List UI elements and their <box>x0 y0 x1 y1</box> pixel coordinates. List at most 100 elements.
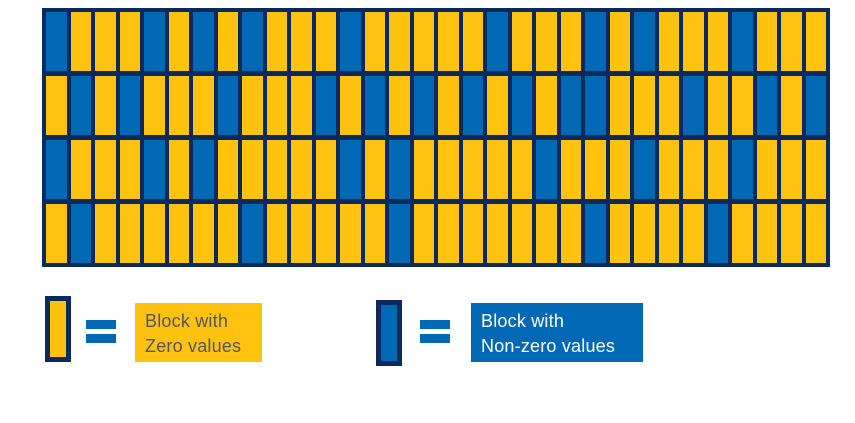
zero-block-cell <box>119 12 140 71</box>
zero-block-cell <box>438 204 459 263</box>
nonzero-block-cell <box>585 204 606 263</box>
zero-block-cell <box>193 204 214 263</box>
zero-block-cell <box>438 76 459 135</box>
zero-block-cell <box>683 204 704 263</box>
zero-block-cell <box>609 140 630 199</box>
equals-bar <box>420 320 450 329</box>
zero-block-cell <box>168 12 189 71</box>
nonzero-block-label-line2: Non-zero values <box>481 336 616 356</box>
zero-block-cell <box>536 12 557 71</box>
zero-block-cell <box>560 12 581 71</box>
zero-block-cell <box>634 204 655 263</box>
zero-block-cell <box>683 140 704 199</box>
zero-block-cell <box>438 12 459 71</box>
zero-block-cell <box>46 204 67 263</box>
nonzero-block-cell <box>756 76 777 135</box>
zero-block-cell <box>266 76 287 135</box>
nonzero-block-cell <box>242 12 263 71</box>
zero-block-cell <box>781 12 802 71</box>
zero-block-cell <box>683 12 704 71</box>
zero-block-cell <box>119 140 140 199</box>
zero-block-cell <box>781 204 802 263</box>
nonzero-block-cell <box>487 12 508 71</box>
zero-block-cell <box>756 204 777 263</box>
zero-block-cell <box>193 76 214 135</box>
nonzero-block-cell <box>413 76 434 135</box>
nonzero-block-cell <box>634 140 655 199</box>
zero-block-cell <box>266 204 287 263</box>
zero-block-cell <box>707 12 728 71</box>
zero-block-cell <box>732 76 753 135</box>
nonzero-block-cell <box>364 76 385 135</box>
zero-block-cell <box>95 140 116 199</box>
zero-block-cell <box>536 76 557 135</box>
nonzero-block-cell <box>340 12 361 71</box>
nonzero-block-cell <box>462 76 483 135</box>
zero-block-cell <box>340 204 361 263</box>
zero-block-cell <box>168 140 189 199</box>
nonzero-block-cell <box>389 140 410 199</box>
nonzero-block-cell <box>707 204 728 263</box>
zero-block-cell <box>168 204 189 263</box>
zero-block-cell <box>389 76 410 135</box>
zero-block-cell <box>707 76 728 135</box>
zero-block-cell <box>95 76 116 135</box>
nonzero-block-cell <box>242 204 263 263</box>
zero-block-cell <box>756 12 777 71</box>
equals-icon <box>420 320 450 348</box>
zero-block-cell <box>511 204 532 263</box>
nonzero-block-cell <box>144 12 165 71</box>
equals-icon <box>86 320 116 348</box>
nonzero-block-cell <box>805 76 826 135</box>
zero-block-label-line1: Block with <box>145 311 229 331</box>
zero-block-cell <box>291 76 312 135</box>
zero-block-cell <box>756 140 777 199</box>
zero-block-cell <box>217 12 238 71</box>
nonzero-block-cell <box>217 76 238 135</box>
zero-block-cell <box>707 140 728 199</box>
zero-block-cell <box>658 140 679 199</box>
zero-block-label-box: Block with Zero values <box>135 303 262 362</box>
zero-block-cell <box>438 140 459 199</box>
nonzero-block-cell <box>46 12 67 71</box>
zero-block-cell <box>119 204 140 263</box>
zero-block-cell <box>511 140 532 199</box>
zero-block-cell <box>70 140 91 199</box>
zero-block-cell <box>266 12 287 71</box>
zero-block-cell <box>560 204 581 263</box>
zero-block-cell <box>805 204 826 263</box>
nonzero-block-cell <box>634 12 655 71</box>
zero-block-cell <box>46 76 67 135</box>
zero-block-cell <box>609 76 630 135</box>
zero-block-cell <box>144 204 165 263</box>
nonzero-block-cell <box>560 76 581 135</box>
nonzero-block-cell <box>732 140 753 199</box>
zero-block-cell <box>95 204 116 263</box>
zero-block-cell <box>315 204 336 263</box>
zero-block-cell <box>413 204 434 263</box>
zero-block-cell <box>340 76 361 135</box>
zero-block-cell <box>217 140 238 199</box>
nonzero-block-cell <box>46 140 67 199</box>
zero-block-cell <box>242 140 263 199</box>
zero-block-cell <box>364 12 385 71</box>
zero-block-cell <box>781 76 802 135</box>
zero-block-cell <box>487 76 508 135</box>
zero-block-cell <box>462 12 483 71</box>
zero-block-cell <box>291 140 312 199</box>
nonzero-block-label-line1: Block with <box>481 311 565 331</box>
zero-block-cell <box>560 140 581 199</box>
zero-block-cell <box>364 204 385 263</box>
nonzero-block-cell <box>70 204 91 263</box>
zero-block-cell <box>732 204 753 263</box>
nonzero-block-cell <box>536 140 557 199</box>
zero-block-cell <box>144 76 165 135</box>
zero-block-cell <box>217 204 238 263</box>
nonzero-block-cell <box>585 76 606 135</box>
zero-block-cell <box>266 140 287 199</box>
zero-block-cell <box>95 12 116 71</box>
zero-block-cell <box>781 140 802 199</box>
zero-block-cell <box>658 204 679 263</box>
nonzero-block-cell <box>389 204 410 263</box>
nonzero-block-cell <box>511 76 532 135</box>
